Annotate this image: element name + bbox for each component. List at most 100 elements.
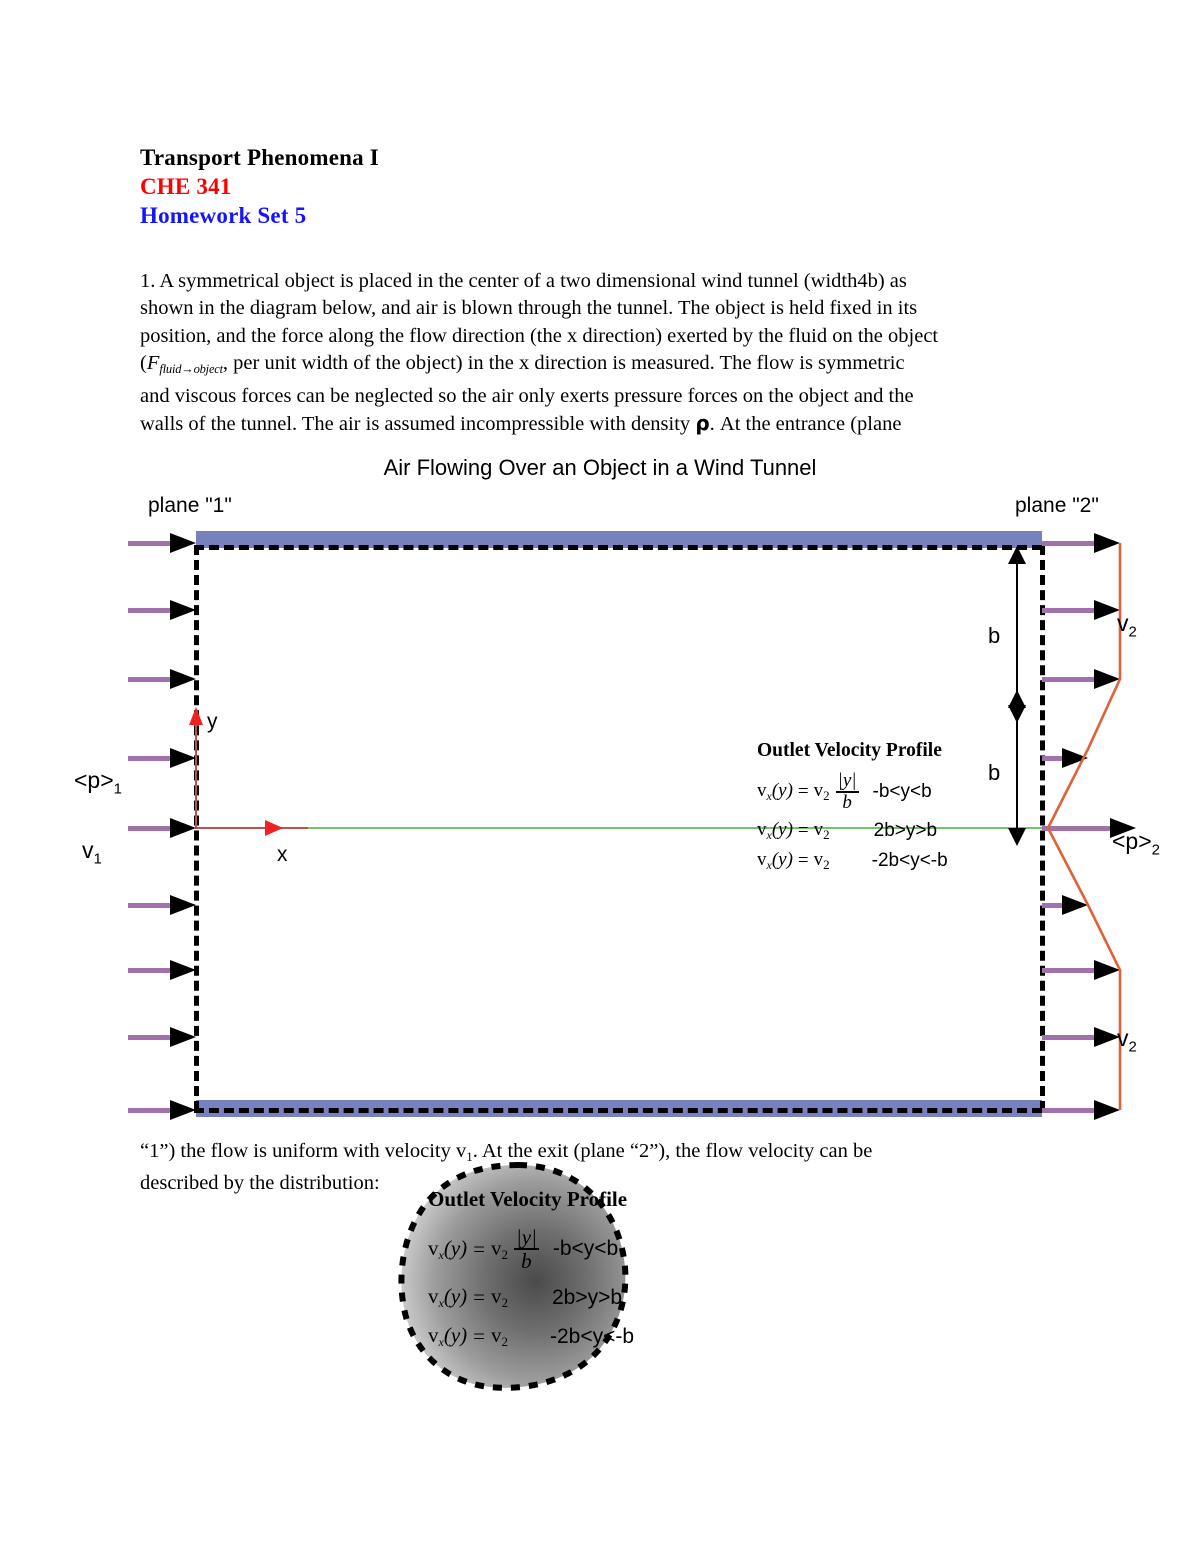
eq-rhs: v2 [490, 1323, 508, 1350]
eq-lhs: vx(y) [428, 1284, 468, 1311]
density-text-post: . At the entrance (plane [709, 413, 902, 436]
dimension-line-lower-b [1008, 690, 1026, 846]
eq-lhs: vx(y) [757, 818, 793, 842]
closing-line-2: described by the distribution: [140, 1172, 380, 1195]
final-equation-row: vx(y) = v2 -2b<y<-b [428, 1323, 634, 1350]
outlet-arrow [1042, 669, 1120, 689]
figure-equation-title: Outlet Velocity Profile [757, 740, 942, 761]
density-text-pre: walls of the tunnel. The air is assumed … [140, 413, 696, 436]
problem-line-3: position, and the force along the flow d… [140, 324, 939, 347]
symmetric-object [398, 1161, 629, 1391]
dimension-arrowhead-icon [1008, 546, 1026, 564]
inlet-arrow [128, 895, 196, 915]
eq-rhs: v2 [813, 848, 830, 872]
eq-equals: = [797, 780, 809, 802]
eq-condition: -b<y<b [872, 780, 932, 802]
outlet-arrow [1042, 1027, 1120, 1047]
plane-1-label: plane "1" [148, 494, 232, 517]
eq-lhs: vx(y) [428, 1235, 468, 1262]
outlet-pressure-label: <p>2 [1112, 828, 1160, 859]
dimension-label-upper-b: b [988, 623, 1001, 648]
y-axis-arrowhead-icon [189, 707, 203, 725]
control-volume-bottom-edge [194, 1108, 1042, 1113]
outlet-arrow [1042, 960, 1120, 980]
eq-condition: 2b>y>b [551, 1285, 623, 1309]
inlet-arrow [128, 1027, 196, 1047]
tunnel-centerline [196, 827, 1042, 829]
inlet-arrow [128, 1100, 196, 1120]
outlet-velocity-label-top: v2 [1117, 610, 1137, 641]
eq-condition: 2b>y>b [873, 819, 938, 841]
force-paren-open: ( [140, 351, 147, 374]
inlet-arrow [128, 960, 196, 980]
eq-fraction: |y| b [835, 770, 859, 813]
inlet-pressure-label: <p>1 [74, 767, 122, 798]
closing-text-post: . At the exit (plane “2”), the flow velo… [472, 1140, 873, 1162]
eq-equals: = [473, 1236, 485, 1261]
eq-rhs: v2 [813, 779, 830, 803]
inlet-velocity-label: v1 [82, 837, 102, 868]
x-axis-arrowhead-icon [265, 820, 283, 836]
plane-2-label: plane "2" [1015, 494, 1099, 517]
outlet-arrow [1042, 600, 1120, 620]
tunnel-wall-top [196, 531, 1042, 548]
x-axis-line [196, 827, 308, 829]
assignment-title: Homework Set 5 [140, 203, 307, 228]
eq-condition: -2b<y<-b [871, 849, 948, 871]
eq-lhs: vx(y) [757, 848, 793, 872]
fraction-bar [513, 1248, 539, 1251]
eq-lhs: vx(y) [428, 1323, 468, 1350]
figure-equation-row: vx(y) = v2 -2b<y<-b [757, 849, 948, 873]
eq-condition: -b<y<b [552, 1237, 619, 1261]
final-equation-block: Outlet Velocity Profile vx(y) = v2 |y| b… [428, 1187, 634, 1362]
course-title: Transport Phenomena I [140, 145, 379, 170]
figure-equation-row: vx(y) = v2 2b>y>b [757, 819, 948, 843]
eq-equals: = [473, 1285, 485, 1310]
problem-line-5: and viscous forces can be neglected so t… [140, 385, 914, 408]
v1-subscript: 1 [466, 1149, 473, 1164]
figure-equation-block: Outlet Velocity Profile vx(y) = v2 |y| b… [757, 740, 948, 879]
document-header: Transport Phenomena I CHE 341 Homework S… [140, 143, 1040, 230]
closing-text-pre: “1”) the flow is uniform with velocity v [140, 1140, 467, 1162]
problem-statement: 1. A symmetrical object is placed in the… [140, 268, 1072, 439]
eq-equals: = [473, 1324, 485, 1349]
outlet-velocity-profile-curve [1046, 543, 1122, 1110]
force-symbol: F [146, 351, 160, 374]
dimension-label-lower-b: b [988, 760, 1001, 785]
outlet-arrow [1042, 1100, 1120, 1120]
eq-rhs: v2 [490, 1284, 508, 1311]
inlet-arrow [128, 669, 196, 689]
outlet-arrow [1042, 533, 1120, 553]
dimension-line-upper-b [1008, 546, 1026, 723]
final-equation-row: vx(y) = v2 |y| b -b<y<b [428, 1226, 634, 1272]
eq-equals: = [797, 819, 809, 841]
figure-title: Air Flowing Over an Object in a Wind Tun… [383, 455, 817, 480]
force-subscript: fluid→object [159, 361, 223, 376]
rho-symbol: ρ [695, 411, 710, 436]
inlet-arrow [128, 818, 196, 838]
problem-line-4: (Ffluid→object, per unit width of the ob… [140, 350, 1072, 383]
control-volume-top-edge [194, 545, 1042, 550]
dimension-arrowhead-icon [1008, 828, 1026, 846]
problem-line-6: walls of the tunnel. The air is assumed … [140, 410, 1072, 438]
fraction-bar [835, 790, 859, 793]
inlet-arrow [128, 533, 196, 553]
inlet-arrow [128, 748, 196, 768]
final-equation-title: Outlet Velocity Profile [428, 1187, 628, 1211]
outlet-velocity-label-bottom: v2 [1117, 1025, 1137, 1056]
figure-equation-row: vx(y) = v2 |y| b -b<y<b [757, 771, 948, 813]
problem-line-1: 1. A symmetrical object is placed in the… [140, 270, 907, 292]
final-equation-row: vx(y) = v2 2b>y>b [428, 1284, 634, 1311]
y-axis-line [195, 719, 197, 829]
inlet-arrow [128, 600, 196, 620]
closing-paragraph: “1”) the flow is uniform with velocity v… [140, 1138, 1040, 1198]
eq-condition: -2b<y<-b [549, 1324, 635, 1348]
eq-lhs: vx(y) [757, 779, 793, 803]
y-axis-label: y [207, 710, 218, 733]
eq-rhs: v2 [490, 1235, 508, 1262]
outlet-centerline-arrow [1042, 818, 1136, 838]
course-code: CHE 341 [140, 174, 232, 199]
wind-tunnel-diagram: Air Flowing Over an Object in a Wind Tun… [0, 455, 1200, 1391]
closing-line-1: “1”) the flow is uniform with velocity v… [140, 1138, 1040, 1170]
outlet-arrow [1042, 895, 1088, 915]
